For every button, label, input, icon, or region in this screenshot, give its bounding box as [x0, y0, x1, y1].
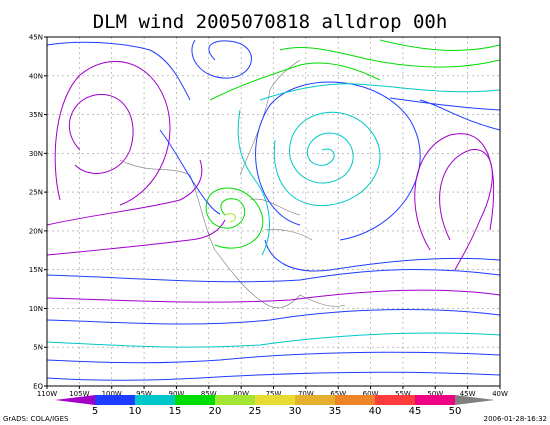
streamline	[259, 83, 501, 101]
colorbar-label: 15	[169, 406, 182, 417]
streamlines	[46, 39, 501, 381]
colorbar-swatch	[455, 395, 495, 405]
x-tick-label: 80W	[233, 390, 249, 398]
y-tick-label: 15N	[29, 266, 43, 274]
colorbar-swatch	[175, 395, 215, 405]
streamline	[46, 41, 191, 101]
coastline	[119, 159, 346, 308]
x-tick-label: 105W	[69, 390, 89, 398]
streamline	[46, 159, 203, 226]
coastline	[239, 59, 301, 176]
streamline	[46, 309, 501, 325]
colorbar-label: 35	[329, 406, 342, 417]
x-tick-label: 55W	[395, 390, 411, 398]
colorbar-label: 10	[129, 406, 142, 417]
x-axis: 110W 105W 100W 95W 90W 85W 80W 75W 70W 65W 60W 55W 5…	[37, 386, 508, 398]
colorbar-label: 20	[209, 406, 222, 417]
x-tick-label: 40W	[492, 390, 508, 398]
streamline	[46, 289, 501, 303]
x-tick-label: 70W	[298, 390, 314, 398]
colorbar-swatch	[335, 395, 375, 405]
colorbar: 5 10 15 20 25 30 35 40 45 50	[55, 395, 495, 417]
streamline	[237, 109, 270, 256]
footer-left: GrADS: COLA/IGES	[3, 415, 69, 423]
streamline	[273, 111, 381, 207]
colorbar-swatch	[415, 395, 455, 405]
x-tick-label: 100W	[102, 390, 122, 398]
colorbar-swatch	[255, 395, 295, 405]
y-tick-label: 20N	[29, 227, 43, 235]
x-tick-label: 65W	[330, 390, 346, 398]
colorbar-swatch	[215, 395, 255, 405]
colorbar-swatch	[55, 395, 95, 405]
streamline	[205, 187, 264, 249]
y-tick-label: 5N	[33, 344, 43, 352]
x-tick-label: 60W	[363, 390, 379, 398]
streamline	[46, 219, 226, 256]
colorbar-label: 25	[249, 406, 262, 417]
x-tick-label: 75W	[266, 390, 282, 398]
streamline	[46, 351, 501, 364]
x-tick-label: 50W	[427, 390, 443, 398]
colorbar-label: 50	[449, 406, 462, 417]
colorbar-swatch	[135, 395, 175, 405]
colorbar-label: 40	[369, 406, 382, 417]
x-tick-label: 110W	[37, 390, 57, 398]
x-tick-label: 45W	[460, 390, 476, 398]
y-tick-label: EQ	[33, 383, 43, 391]
map-title: DLM wind 2005070818 alldrop 00h	[93, 11, 448, 33]
y-axis: EQ 5N 10N 15N 20N 25N 30N 35N 40N 45N	[29, 34, 47, 391]
streamline	[224, 213, 236, 223]
colorbar-swatch	[375, 395, 415, 405]
streamline	[264, 239, 501, 272]
colorbar-label: 30	[289, 406, 302, 417]
grid	[47, 37, 500, 386]
colorbar-label: 5	[92, 406, 98, 417]
streamline	[46, 269, 501, 283]
streamline	[389, 97, 501, 131]
streamline	[68, 94, 134, 174]
streamline	[279, 39, 501, 68]
streamline	[46, 332, 501, 348]
y-tick-label: 10N	[29, 305, 43, 313]
streamline	[54, 60, 171, 206]
colorbar-label: 45	[409, 406, 422, 417]
streamline	[414, 133, 495, 251]
y-tick-label: 40N	[29, 72, 43, 80]
y-tick-label: 45N	[29, 34, 43, 42]
streamline	[46, 371, 501, 381]
streamline	[191, 39, 252, 79]
x-tick-label: 95W	[136, 390, 152, 398]
x-tick-label: 90W	[169, 390, 185, 398]
colorbar-swatch	[295, 395, 335, 405]
streamline	[159, 129, 221, 215]
x-tick-label: 85W	[201, 390, 217, 398]
y-tick-label: 35N	[29, 111, 43, 119]
colorbar-swatch	[95, 395, 135, 405]
streamline	[209, 62, 381, 101]
y-tick-label: 30N	[29, 150, 43, 158]
footer-right: 2006-01-28-16:32	[484, 415, 547, 423]
y-tick-label: 25N	[29, 189, 43, 197]
